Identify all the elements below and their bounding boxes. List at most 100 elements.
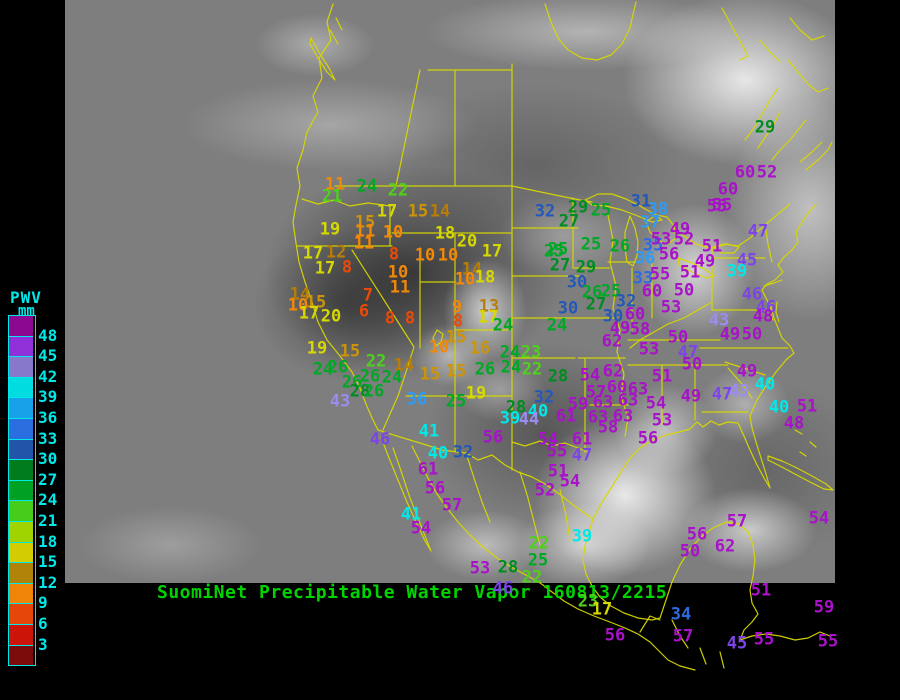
station-value: 57	[726, 511, 748, 532]
station-value: 45	[736, 250, 758, 271]
station-value: 25	[590, 200, 612, 221]
station-value: 19	[319, 219, 341, 240]
station-value: 46	[369, 429, 391, 450]
station-value: 60	[624, 304, 646, 325]
station-value: 56	[604, 625, 626, 646]
station-value: 18	[474, 267, 496, 288]
station-value: 22	[387, 180, 409, 201]
station-value: 62	[601, 331, 623, 352]
station-value: 10	[287, 295, 309, 316]
station-value: 60	[734, 162, 756, 183]
legend-swatch	[9, 398, 33, 419]
station-value: 48	[752, 306, 774, 327]
station-value: 38	[647, 199, 669, 220]
station-value: 29	[754, 117, 776, 138]
station-value: 58	[597, 417, 619, 438]
station-value: 56	[686, 524, 708, 545]
legend-swatch	[9, 645, 33, 666]
station-value: 63	[612, 406, 634, 427]
station-value: 54	[537, 429, 559, 450]
station-value: 17	[376, 201, 398, 222]
station-value: 15	[445, 327, 467, 348]
station-value: 59	[813, 597, 835, 618]
legend-label: 15	[38, 552, 58, 572]
legend-label: 48	[38, 325, 58, 345]
station-value: 50	[741, 324, 763, 345]
station-value: 26	[609, 236, 631, 257]
station-value: 55	[817, 631, 839, 652]
station-value: 53	[660, 297, 682, 318]
station-value: 11	[353, 233, 375, 254]
legend-swatch	[9, 563, 33, 584]
station-value: 57	[672, 626, 694, 647]
station-value: 22	[528, 533, 550, 554]
station-value: 44	[518, 409, 540, 430]
station-value: 53	[651, 410, 673, 431]
station-value: 17	[481, 241, 503, 262]
station-value: 21	[321, 186, 343, 207]
station-value: 61	[555, 406, 577, 427]
station-value: 32	[534, 201, 556, 222]
station-value: 24	[499, 342, 521, 363]
station-value: 59	[567, 394, 589, 415]
station-value: 17	[591, 599, 613, 620]
station-value: 7	[362, 285, 374, 306]
station-value: 34	[670, 604, 692, 625]
station-value: 36	[406, 389, 428, 410]
station-value: 62	[602, 361, 624, 382]
legend-label: 18	[38, 531, 58, 551]
station-value: 54	[579, 365, 601, 386]
map-title: SuomiNet Precipitable Water Vapor 160813…	[157, 582, 668, 603]
station-value: 56	[658, 244, 680, 265]
station-value: 20	[456, 231, 478, 252]
station-value: 16	[469, 338, 491, 359]
station-value: 19	[465, 383, 487, 404]
station-value: 12	[325, 242, 347, 263]
station-value: 39	[571, 526, 593, 547]
station-value: 28	[497, 557, 519, 578]
legend-label: 12	[38, 572, 58, 592]
legend-swatch	[9, 460, 33, 481]
station-value: 26	[359, 366, 381, 387]
legend-label: 6	[38, 614, 48, 633]
station-value: 15	[354, 212, 376, 233]
station-value: 47	[571, 445, 593, 466]
station-value: 11	[354, 221, 376, 242]
station-value: 25	[547, 239, 569, 260]
station-value: 63	[587, 407, 609, 428]
legend-label: 42	[38, 366, 58, 386]
station-value: 52	[756, 162, 778, 183]
station-value: 25	[580, 234, 602, 255]
station-value: 23	[520, 342, 542, 363]
station-value: 24	[500, 357, 522, 378]
station-value: 17	[314, 258, 336, 279]
station-value: 54	[645, 393, 667, 414]
station-value: 40	[768, 397, 790, 418]
station-value: 22	[521, 359, 543, 380]
station-value: 41	[400, 504, 422, 525]
station-value: 55	[706, 196, 728, 217]
station-value: 51	[750, 580, 772, 601]
station-value: 24	[381, 367, 403, 388]
station-value: 11	[324, 174, 346, 195]
station-value: 62	[714, 536, 736, 557]
station-value: 10	[454, 269, 476, 290]
station-value: 47	[677, 342, 699, 363]
station-value: 11	[389, 277, 411, 298]
station-value: 27	[558, 211, 580, 232]
station-value: 26	[363, 381, 385, 402]
station-value: 49	[669, 219, 691, 240]
station-value: 56	[424, 478, 446, 499]
station-value: 36	[634, 248, 656, 269]
station-value: 25	[600, 281, 622, 302]
station-value: 55	[649, 264, 671, 285]
station-value: 27	[585, 294, 607, 315]
station-value: 29	[575, 257, 597, 278]
station-value: 63	[627, 379, 649, 400]
legend-label: 21	[38, 511, 58, 530]
station-value: 41	[418, 421, 440, 442]
station-value: 51	[547, 461, 569, 482]
station-value: 52	[673, 229, 695, 250]
